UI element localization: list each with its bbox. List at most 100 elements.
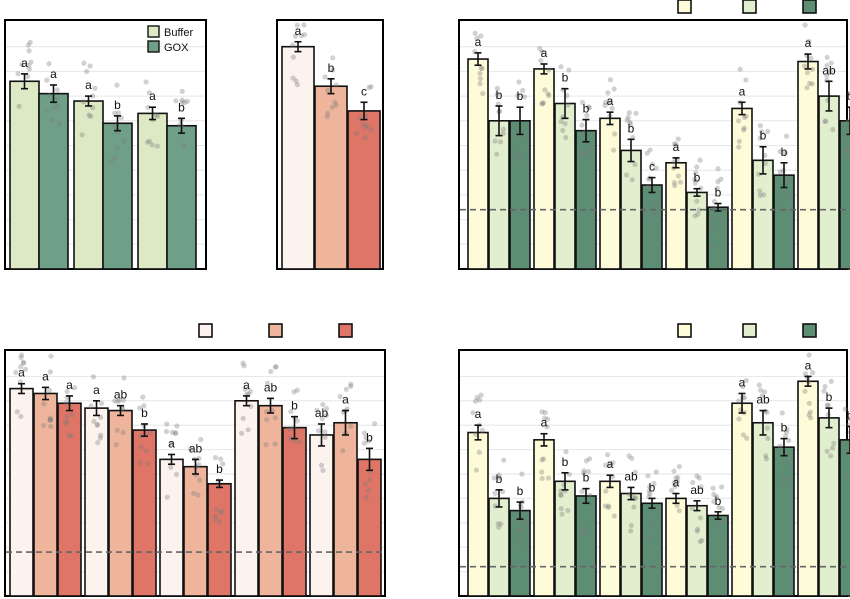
bar <box>38 92 69 270</box>
data-point <box>736 398 742 404</box>
data-point <box>831 440 837 446</box>
data-point <box>46 61 52 67</box>
panel-bottom-right: abbabbaabbaabbaabbabb <box>458 323 850 597</box>
data-point <box>112 398 118 404</box>
data-point <box>822 383 828 390</box>
data-point <box>804 69 811 76</box>
data-point <box>809 66 816 72</box>
data-point <box>28 59 34 65</box>
data-point <box>264 416 270 423</box>
data-point <box>143 448 150 454</box>
data-point <box>179 99 185 105</box>
data-point <box>364 122 370 129</box>
data-point <box>540 100 546 106</box>
data-point <box>802 22 808 28</box>
data-point <box>363 435 369 441</box>
data-point <box>501 457 507 463</box>
data-point <box>558 118 564 125</box>
data-point <box>48 353 54 359</box>
data-point <box>477 76 483 82</box>
data-point <box>64 388 70 395</box>
data-point <box>220 461 226 467</box>
data-point <box>173 471 179 477</box>
data-point <box>542 410 548 416</box>
legend-swatch <box>338 323 353 338</box>
data-point <box>625 114 631 120</box>
data-point <box>26 66 32 72</box>
data-point <box>821 388 827 394</box>
data-point <box>719 506 725 512</box>
data-point <box>366 477 372 483</box>
significance-label: b <box>496 472 503 486</box>
data-point <box>494 85 500 92</box>
data-point <box>715 179 721 185</box>
data-point <box>288 409 294 415</box>
bar <box>347 110 381 270</box>
significance-label: b <box>694 171 701 185</box>
significance-label: b <box>496 88 503 102</box>
data-point <box>558 492 564 498</box>
data-point <box>146 430 152 436</box>
bar <box>686 191 708 270</box>
data-point <box>195 492 201 498</box>
data-point <box>736 144 742 150</box>
significance-label: a <box>673 476 680 490</box>
data-point <box>784 460 791 466</box>
significance-label: b <box>847 408 850 422</box>
significance-label: b <box>141 406 148 420</box>
data-point <box>146 90 152 96</box>
bar <box>665 497 687 597</box>
data-point <box>710 226 716 232</box>
data-point <box>198 436 204 443</box>
data-point <box>757 387 764 393</box>
data-point <box>649 161 656 167</box>
data-point <box>322 74 328 80</box>
data-point <box>559 511 565 517</box>
data-point <box>212 513 219 519</box>
data-point <box>164 494 170 500</box>
data-point <box>715 166 721 172</box>
data-point <box>672 141 678 147</box>
data-point <box>540 456 547 462</box>
data-point <box>743 377 749 384</box>
data-point <box>50 117 56 123</box>
significance-label: b <box>366 430 373 444</box>
data-point <box>476 449 482 455</box>
data-point <box>366 84 372 91</box>
data-point <box>607 461 613 467</box>
data-point <box>272 441 278 447</box>
data-point <box>18 413 24 420</box>
data-point <box>314 407 320 413</box>
data-point <box>802 371 808 377</box>
bar <box>73 100 104 270</box>
data-point <box>652 202 659 208</box>
data-point <box>711 215 718 221</box>
significance-label: b <box>562 455 569 469</box>
significance-label: b <box>328 61 335 75</box>
data-point <box>627 121 634 127</box>
data-point <box>495 520 501 527</box>
data-point <box>324 114 330 120</box>
data-point <box>779 477 786 483</box>
bar <box>9 80 40 270</box>
data-point <box>632 161 638 168</box>
data-point <box>783 133 790 139</box>
data-point <box>343 386 349 392</box>
data-point <box>47 417 54 423</box>
data-point <box>322 429 328 435</box>
data-point <box>153 112 159 118</box>
data-point <box>578 152 585 158</box>
data-point <box>179 97 185 103</box>
data-point <box>719 216 725 222</box>
significance-label: ab <box>756 393 770 407</box>
data-point <box>44 108 50 114</box>
data-point <box>191 490 197 496</box>
data-point <box>362 481 368 487</box>
data-point <box>54 103 60 109</box>
data-point <box>653 211 659 217</box>
data-point <box>545 91 551 97</box>
bar <box>258 404 283 597</box>
data-point <box>324 87 331 93</box>
significance-label: b <box>715 494 722 508</box>
bar <box>707 514 729 597</box>
